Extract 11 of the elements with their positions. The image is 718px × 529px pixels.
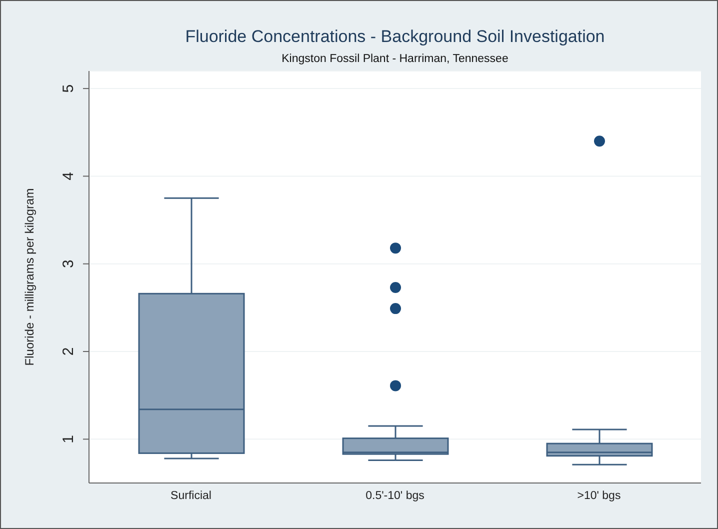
x-tick-label: >10' bgs <box>577 490 621 502</box>
chart-subtitle: Kingston Fossil Plant - Harriman, Tennessee <box>280 53 510 65</box>
y-axis-title: Fluoride - milligrams per kilogram <box>22 188 36 366</box>
y-tick-label: 3 <box>60 260 77 268</box>
x-tick-label: Surficial <box>170 490 212 502</box>
y-tick-label: 4 <box>60 172 77 180</box>
y-tick-label: 2 <box>60 347 77 356</box>
x-tick-label: 0.5'-10' bgs <box>366 490 425 502</box>
y-tick-label: 5 <box>60 84 77 93</box>
y-tick-label: 1 <box>60 435 77 444</box>
chart-title: Fluoride Concentrations - Background Soil Investigation <box>184 27 606 47</box>
